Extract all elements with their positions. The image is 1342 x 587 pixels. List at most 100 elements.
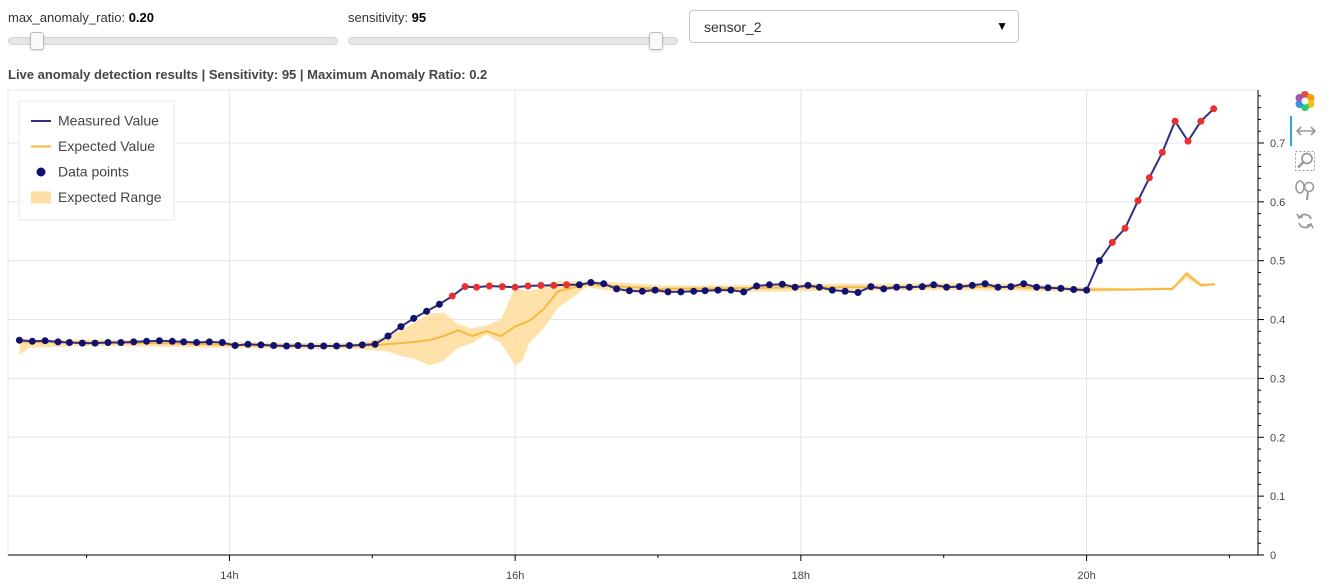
data-point [333, 342, 341, 350]
sensitivity-track[interactable] [348, 32, 678, 50]
data-point [41, 337, 49, 345]
wheel-zoom-icon[interactable] [1290, 176, 1320, 206]
data-point [981, 280, 989, 288]
data-point [753, 282, 761, 290]
data-point [765, 281, 773, 289]
data-point [1044, 284, 1052, 292]
pan-icon[interactable] [1290, 116, 1320, 146]
data-point [943, 283, 951, 291]
data-point [257, 341, 265, 349]
legend-swatch-box [31, 191, 51, 204]
data-point [854, 289, 862, 296]
data-point [804, 281, 812, 289]
anomaly-point [1145, 174, 1153, 182]
data-point [867, 283, 875, 291]
data-point [397, 323, 405, 331]
plot-area [7, 89, 1259, 556]
data-point [117, 339, 125, 346]
data-point [218, 339, 226, 346]
anomaly-chart[interactable]: 14h 16h 18h 20h 0 0.1 0.2 0.3 0.4 0.5 0.6 0.7 Measur… [0, 0, 1290, 587]
data-point [625, 287, 633, 295]
y-tick-label: 0.7 [1270, 138, 1285, 150]
sensor-select[interactable]: sensor_2 ▼ [689, 10, 1019, 43]
legend-label: Expected Value [58, 138, 155, 154]
data-point [244, 340, 252, 348]
anomaly-point [1197, 117, 1205, 125]
data-point [1057, 284, 1065, 292]
data-point [78, 339, 86, 347]
x-tick-label: 20h [1077, 570, 1095, 582]
data-point [677, 288, 685, 296]
data-point [791, 283, 799, 291]
data-point [320, 342, 328, 350]
data-point [307, 342, 315, 350]
data-point [270, 342, 278, 349]
sensitivity-handle[interactable] [649, 32, 664, 50]
legend: Measured Value Expected Value Data points E… [18, 100, 175, 221]
data-point [65, 339, 73, 346]
sensitivity-label: sensitivity: 95 [348, 10, 678, 25]
legend-label: Measured Value [58, 113, 159, 129]
data-point [651, 286, 659, 294]
data-point [740, 288, 748, 296]
anomaly-point [1108, 238, 1116, 246]
data-point [205, 338, 213, 346]
data-point [587, 279, 595, 286]
max-anomaly-ratio-label: max_anomaly_ratio: 0.20 [8, 10, 338, 25]
data-point [968, 281, 976, 289]
data-point [168, 337, 176, 345]
anomaly-point [511, 283, 519, 291]
data-point [828, 286, 836, 294]
data-point [575, 281, 583, 289]
data-point [918, 283, 926, 291]
anomaly-point [1134, 197, 1142, 205]
y-tick-label: 0.1 [1270, 491, 1285, 503]
anomaly-point [1158, 148, 1166, 156]
anomaly-point [1184, 137, 1192, 145]
max-anomaly-ratio-handle[interactable] [30, 32, 45, 50]
y-tick-label: 0.4 [1270, 315, 1285, 327]
plot-toolbar [1290, 86, 1320, 236]
anomaly-point [563, 281, 571, 289]
y-tick-label: 0 [1270, 550, 1276, 562]
anomaly-point [550, 281, 558, 289]
data-point [371, 340, 379, 348]
anomaly-point [1171, 117, 1179, 125]
sensor-select-value: sensor_2 [704, 19, 762, 35]
data-point [294, 342, 302, 349]
y-tick-label: 0.3 [1270, 373, 1285, 385]
x-tick-label: 18h [792, 570, 810, 582]
anomaly-point [448, 292, 456, 300]
max-anomaly-ratio-control: max_anomaly_ratio: 0.20 [8, 10, 338, 50]
reset-icon[interactable] [1290, 206, 1320, 236]
data-point [1083, 286, 1091, 294]
data-point [905, 283, 913, 291]
data-point [91, 339, 99, 347]
anomaly-point [473, 283, 481, 291]
anomaly-point [1121, 224, 1129, 232]
box-zoom-icon[interactable] [1290, 146, 1320, 176]
data-point [664, 288, 672, 296]
data-point [1020, 280, 1028, 288]
legend-label: Data points [58, 164, 129, 180]
data-point [930, 281, 938, 289]
data-point [283, 342, 291, 350]
data-point [435, 300, 443, 308]
data-point [28, 337, 36, 345]
data-point [410, 314, 418, 322]
max-anomaly-ratio-track[interactable] [8, 32, 338, 50]
data-point [231, 342, 239, 349]
data-point [778, 280, 786, 288]
sensitivity-name: sensitivity: [348, 10, 408, 25]
legend-label: Expected Range [58, 189, 162, 205]
bokeh-logo-icon[interactable] [1290, 86, 1320, 116]
data-point [104, 339, 112, 346]
data-point [955, 283, 963, 291]
data-point [143, 337, 151, 345]
data-point [1070, 286, 1078, 293]
anomaly-point [498, 283, 506, 291]
sensitivity-control: sensitivity: 95 [348, 10, 678, 50]
data-point [690, 287, 698, 295]
y-tick-label: 0.5 [1270, 256, 1285, 268]
anomaly-point [537, 281, 545, 289]
